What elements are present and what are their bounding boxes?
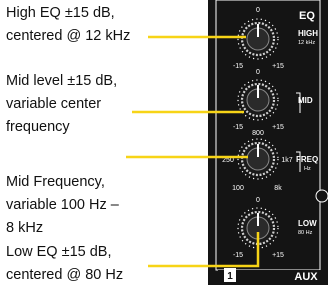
annotation-line: 8 kHz — [6, 220, 43, 236]
knob-label: LOW — [298, 219, 317, 228]
diagram: EQ 0 -15 +15 HIGH 12 kHz 0 -15 +15 MID 8… — [0, 0, 328, 285]
knob-center: 0 — [256, 69, 260, 76]
aux-number: 1 — [227, 271, 233, 282]
knob-max: 8k — [274, 185, 282, 192]
connector-icon — [316, 190, 328, 202]
knob-center: 0 — [256, 7, 260, 14]
annotation-line: Low EQ ±15 dB, — [6, 244, 112, 260]
knob-max: +15 — [272, 63, 284, 70]
knob-sublabel: 12 kHz — [298, 40, 315, 46]
section-label: EQ — [299, 10, 315, 22]
annotation-line: variable 100 Hz – — [6, 197, 120, 213]
annotation-line: centered @ 80 Hz — [6, 267, 123, 283]
knob-sublabel: 80 Hz — [298, 230, 313, 236]
aux-label: AUX — [294, 271, 318, 283]
knob-center: 800 — [252, 130, 264, 137]
knob-min: -15 — [233, 252, 243, 259]
knob-right: 1k7 — [281, 157, 292, 164]
annotation-line: High EQ ±15 dB, — [6, 5, 115, 21]
annotation-line: centered @ 12 kHz — [6, 28, 130, 44]
annotation-line: Mid level ±15 dB, — [6, 73, 117, 89]
knob-min: -15 — [233, 124, 243, 131]
annotation-line: Mid Frequency, — [6, 174, 105, 190]
knob-center: 0 — [256, 197, 260, 204]
knob-max: +15 — [272, 252, 284, 259]
knob-label: FREQ — [296, 155, 318, 164]
annotation-line: variable center — [6, 96, 101, 112]
knob-sublabel: Hz — [304, 166, 311, 172]
knob-max: +15 — [272, 124, 284, 131]
knob-min: -15 — [233, 63, 243, 70]
knob-min: 100 — [232, 185, 244, 192]
annotation-line: frequency — [6, 119, 70, 135]
knob-label: HIGH — [298, 29, 318, 38]
